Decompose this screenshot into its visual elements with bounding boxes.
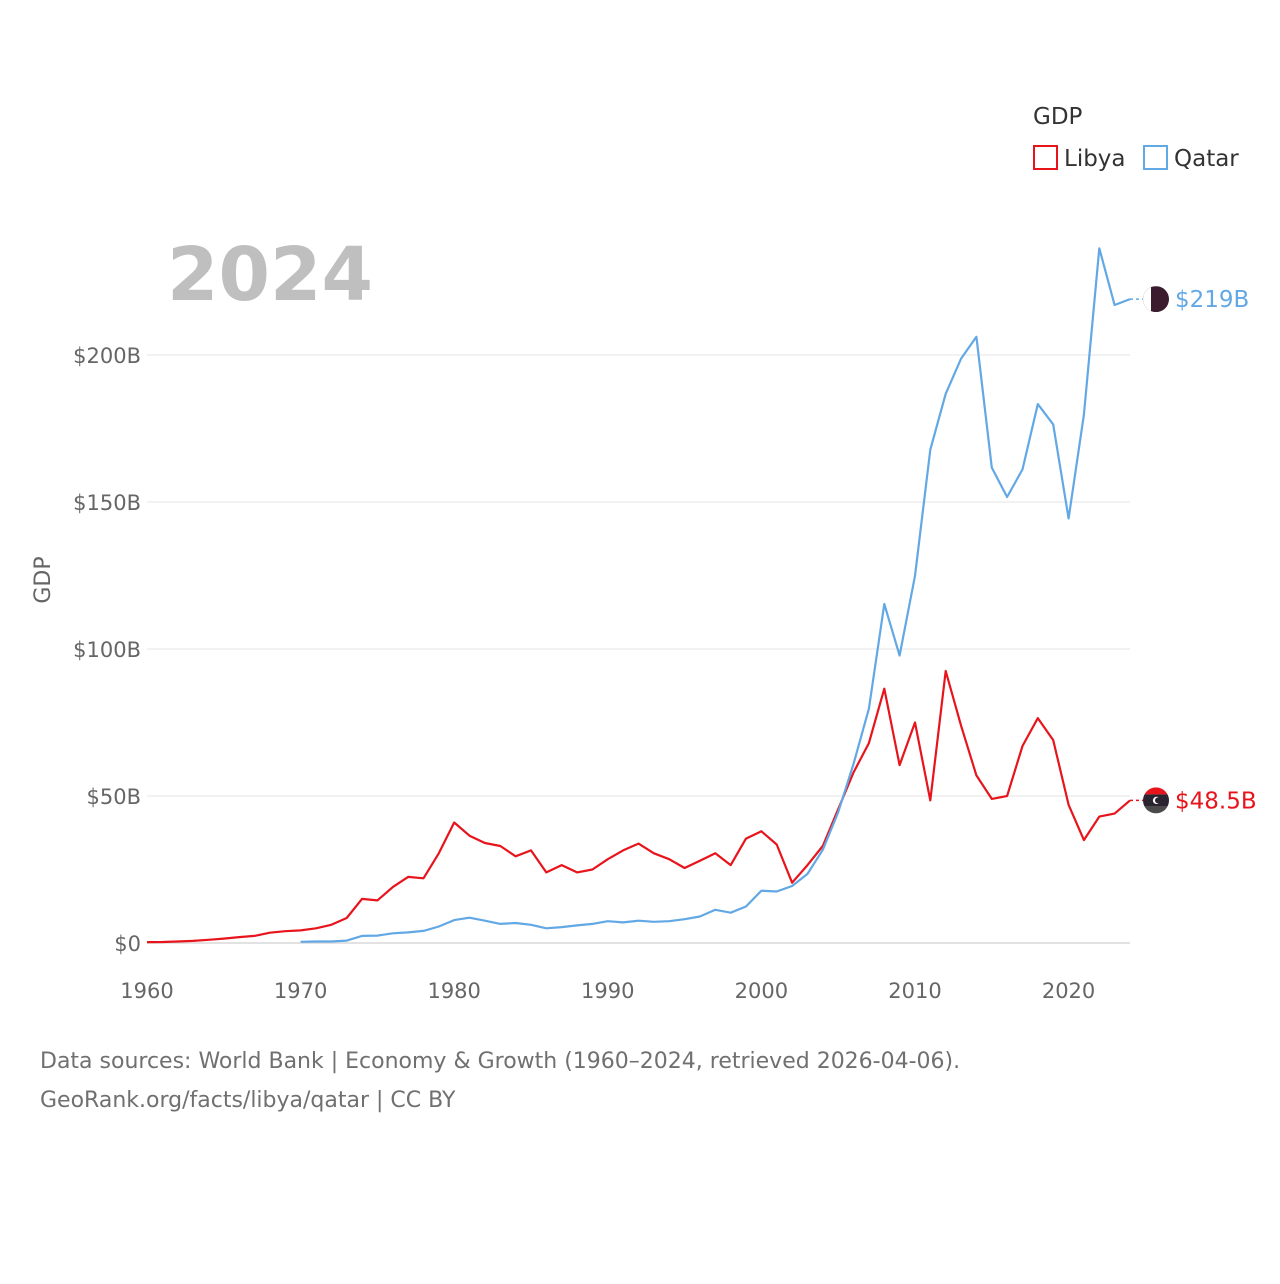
legend-swatch-libya — [1033, 145, 1058, 170]
y-tick-label: $200B — [73, 344, 141, 368]
y-axis-ticks: $0 $50B $100B $150B $200B — [73, 344, 141, 956]
legend-label-libya: Libya — [1064, 146, 1126, 172]
y-tick-label: $150B — [73, 491, 141, 515]
series-line-libya — [146, 669, 1131, 944]
x-tick-label: 2000 — [735, 979, 788, 1003]
x-tick-label: 1990 — [581, 979, 634, 1003]
x-tick-label: 2010 — [888, 979, 941, 1003]
legend-title: GDP — [1033, 104, 1083, 130]
libya-end-marker: $48.5B — [1130, 787, 1257, 814]
x-tick-label: 1970 — [274, 979, 327, 1003]
libya-end-label: $48.5B — [1175, 788, 1257, 814]
source-line: Data sources: World Bank | Economy & Gro… — [40, 1049, 960, 1074]
y-tick-label: $0 — [114, 932, 141, 956]
legend: GDP Libya Qatar — [1033, 104, 1239, 172]
gridlines — [147, 354, 1130, 944]
y-axis-title: GDP — [31, 556, 56, 603]
legend-swatch-qatar — [1143, 145, 1168, 170]
legend-item-qatar[interactable]: Qatar — [1143, 145, 1239, 172]
source-link[interactable]: GeoRank.org/facts/libya/qatar | CC BY — [40, 1088, 456, 1113]
year-label: 2024 — [167, 232, 373, 318]
libya-flag-icon — [1143, 787, 1169, 814]
qatar-end-label: $219B — [1175, 287, 1249, 313]
x-tick-label: 1980 — [427, 979, 480, 1003]
qatar-flag-icon — [1143, 286, 1169, 313]
series-lines — [146, 247, 1131, 944]
series-line-qatar — [300, 247, 1131, 943]
legend-item-libya[interactable]: Libya — [1033, 145, 1126, 172]
y-tick-label: $100B — [73, 638, 141, 662]
legend-label-qatar: Qatar — [1174, 146, 1239, 172]
x-tick-label: 2020 — [1042, 979, 1095, 1003]
y-tick-label: $50B — [87, 785, 142, 809]
qatar-end-marker: $219B — [1130, 286, 1249, 313]
x-axis-ticks: 1960 1970 1980 1990 2000 2010 2020 — [120, 979, 1095, 1003]
x-tick-label: 1960 — [120, 979, 173, 1003]
